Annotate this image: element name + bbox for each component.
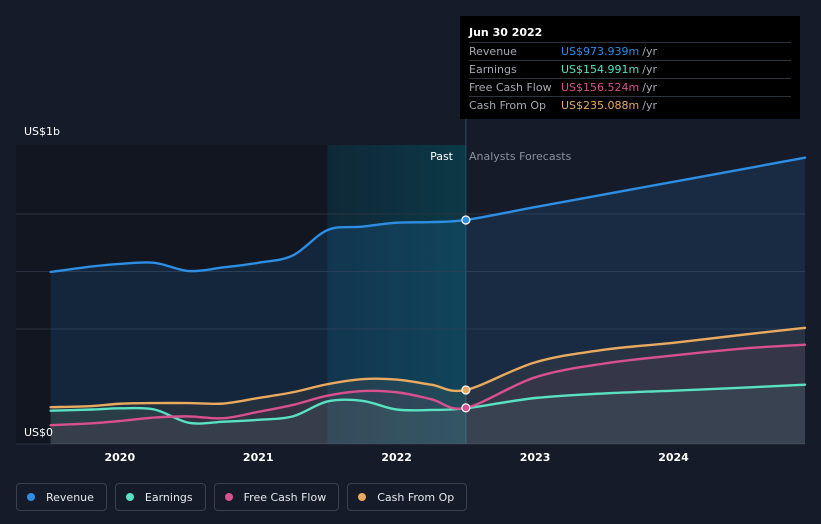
legend-dot-icon (224, 493, 233, 501)
tooltip-value: US$156.524m (561, 81, 640, 94)
section-forecast-label: Analysts Forecasts (469, 150, 572, 163)
legend-label: Free Cash Flow (243, 490, 327, 504)
fcf-area (50, 344, 805, 444)
legend-label: Revenue (46, 490, 94, 504)
legend-label: Cash From Op (377, 490, 455, 504)
tooltip-date: Jun 30 2022 (469, 26, 543, 39)
legend-item-revenue[interactable]: Revenue (16, 483, 107, 511)
legend-dot-icon (358, 493, 367, 501)
tooltip-unit: /yr (642, 99, 657, 112)
legend-item-earnings[interactable]: Earnings (114, 483, 206, 511)
tooltip-value: US$235.088m (561, 99, 640, 112)
tooltip-label: Revenue (469, 45, 517, 58)
legend-item-free-cash-flow[interactable]: Free Cash Flow (213, 483, 340, 511)
tooltip-value: US$154.991m (561, 63, 640, 76)
fcf-line (49, 343, 807, 427)
tooltip-row-free-cash-flow: Free Cash Flow US$156.524m /yr (469, 78, 791, 96)
revenue-marker (461, 215, 471, 225)
tooltip-row-cash-from-op: Cash From Op US$235.088m /yr (469, 96, 791, 114)
x-tick-label: 2022 (381, 451, 412, 464)
earnings-line (49, 383, 807, 425)
tooltip-row-revenue: Revenue US$973.939m /yr (469, 42, 791, 60)
fcf-marker (461, 403, 471, 413)
cfo-line (49, 326, 807, 409)
tooltip-value: US$973.939m (561, 45, 640, 58)
y-axis-top-label: US$1b (24, 125, 60, 138)
x-tick-label: 2020 (105, 451, 136, 464)
earnings-area (50, 384, 805, 444)
tooltip-unit: /yr (642, 63, 657, 76)
tooltip-label: Cash From Op (469, 99, 547, 112)
tooltip-unit: /yr (642, 45, 657, 58)
highlight-band (327, 145, 466, 444)
legend-dot-icon (125, 493, 134, 501)
revenue-line (49, 156, 807, 274)
legend-item-cash-from-op[interactable]: Cash From Op (347, 483, 468, 511)
legend: Revenue Earnings Free Cash Flow Cash Fro… (16, 483, 468, 511)
tooltip-label: Earnings (469, 63, 517, 76)
y-axis-bottom-label: US$0 (24, 426, 53, 439)
x-tick-label: 2024 (658, 451, 689, 464)
tooltip-label: Free Cash Flow (469, 81, 552, 94)
tooltip-row-earnings: Earnings US$154.991m /yr (469, 60, 791, 78)
legend-label: Earnings (144, 490, 193, 504)
tooltip: Jun 30 2022 Revenue US$973.939m /yr Earn… (460, 16, 800, 119)
x-tick-label: 2023 (520, 451, 551, 464)
x-tick-label: 2021 (243, 451, 274, 464)
legend-dot-icon (27, 493, 35, 501)
section-past-label: Past (430, 150, 454, 163)
revenue-area (50, 157, 805, 444)
tooltip-unit: /yr (642, 81, 657, 94)
cfo-marker (461, 385, 471, 395)
